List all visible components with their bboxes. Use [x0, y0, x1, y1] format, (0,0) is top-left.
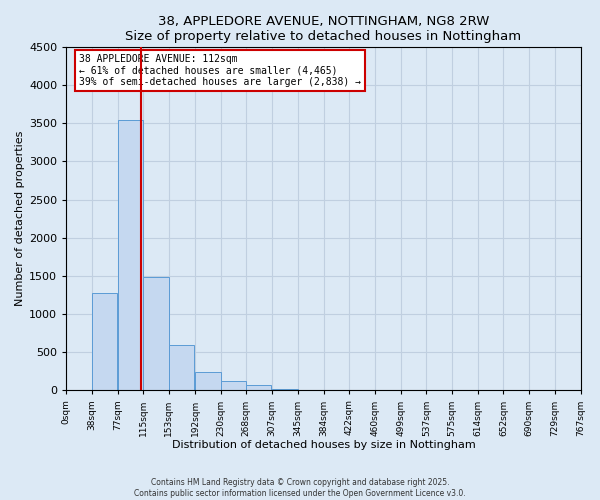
Bar — [92, 292, 117, 390]
Title: 38, APPLEDORE AVENUE, NOTTINGHAM, NG8 2RW
Size of property relative to detached : 38, APPLEDORE AVENUE, NOTTINGHAM, NG8 2R… — [125, 15, 521, 43]
Bar — [221, 380, 246, 390]
Bar — [118, 120, 143, 390]
Y-axis label: Number of detached properties: Number of detached properties — [15, 131, 25, 306]
Bar — [195, 372, 221, 390]
Bar — [169, 344, 194, 391]
Text: Contains HM Land Registry data © Crown copyright and database right 2025.
Contai: Contains HM Land Registry data © Crown c… — [134, 478, 466, 498]
Bar — [143, 276, 169, 390]
Text: 38 APPLEDORE AVENUE: 112sqm
← 61% of detached houses are smaller (4,465)
39% of : 38 APPLEDORE AVENUE: 112sqm ← 61% of det… — [79, 54, 361, 87]
Bar — [246, 385, 271, 390]
X-axis label: Distribution of detached houses by size in Nottingham: Distribution of detached houses by size … — [172, 440, 475, 450]
